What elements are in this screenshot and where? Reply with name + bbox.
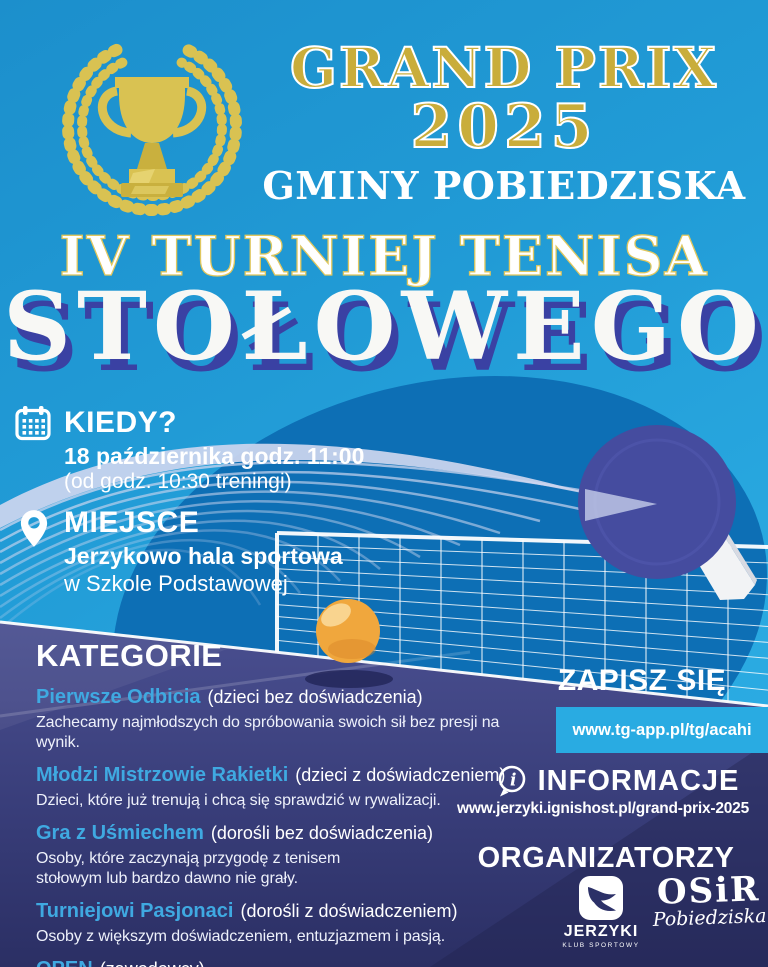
category-description: Osoby z większym doświadczeniem, entuzja… <box>36 928 446 945</box>
motion-trail <box>0 443 648 630</box>
miejsce-line1: Jerzykowo hala sportowa <box>64 543 343 569</box>
informacje-url[interactable]: www.jerzyki.ignishost.pl/grand-prix-2025 <box>456 800 750 817</box>
paddle <box>578 425 757 600</box>
category-name: Pierwsze Odbicia <box>36 686 201 708</box>
category-qualifier: (dorośli bez doświadczenia) <box>210 823 433 843</box>
category-qualifier: (dzieci z doświadczeniem) <box>295 765 506 785</box>
category-name: Gra z Uśmiechem <box>36 822 204 844</box>
miejsce-line2: w Szkole Podstawowej <box>64 571 288 596</box>
tournament-title-line1: IV TURNIEJ TENISA <box>59 223 709 288</box>
svg-text:i: i <box>510 771 516 791</box>
category-item: OPEN(zawodowcy) Zawodnicy grający w liga… <box>36 958 541 967</box>
header-titles: GRAND PRIX 2025 GMINY POBIEDZISKA <box>240 35 768 208</box>
trophy-icon <box>62 43 242 217</box>
category-description: Osoby, które zaczynają przygodę z tenise… <box>36 850 341 887</box>
category-description: Dzieci, które już trenują i chcą się spr… <box>36 792 441 809</box>
kiedy-note: (od godz. 10:30 treningi) <box>64 470 292 493</box>
osir-subtitle: Pobiedziska <box>652 905 767 931</box>
zapisz-heading: ZAPISZ SIĘ <box>557 664 727 697</box>
categories-section: KATEGORIE Pierwsze Odbicia (dzieci bez do… <box>36 638 541 967</box>
trophy-cup <box>97 77 207 197</box>
organizatorzy-heading: ORGANIZATORZY <box>477 842 735 874</box>
kategorie-heading: KATEGORIE <box>36 638 223 673</box>
miejsce-heading: MIEJSCE <box>64 506 200 539</box>
kiedy-date: 18 października godz. 11:00 <box>64 443 365 469</box>
calendar-icon <box>15 406 51 441</box>
bird-icon <box>579 876 623 920</box>
category-name: OPEN <box>36 958 93 967</box>
grand-prix-title: GRAND PRIX <box>289 35 718 100</box>
year-title: 2025 <box>410 92 598 162</box>
category-qualifier: (dorośli z doświadczeniem) <box>240 901 458 921</box>
jerzyki-name: JERZYKI <box>563 923 639 940</box>
osir-logo: OSiR Pobiedziska <box>649 869 768 931</box>
signup-button[interactable]: www.tg-app.pl/tg/acahi <box>556 707 768 753</box>
osir-name: OSiR <box>656 869 761 913</box>
category-qualifier: (dzieci bez doświadczenia) <box>207 687 423 707</box>
tournament-title-line2: STOŁOWEGO <box>3 272 765 382</box>
category-description: Zachecamy najmłodszych do spróbowania sw… <box>36 714 500 751</box>
category-item: Młodzi Mistrzowie Rakietki (dzieci z dośw… <box>36 764 541 811</box>
category-name: Młodzi Mistrzowie Rakietki <box>36 764 289 786</box>
category-item: Gra z Uśmiechem (dorośli bez doświadczeni… <box>36 822 541 889</box>
category-qualifier: (zawodowcy) <box>100 959 205 967</box>
informacje-header: i INFORMACJE <box>466 764 768 798</box>
category-name: Turniejowi Pasjonaci <box>36 900 234 922</box>
informacje-heading: INFORMACJE <box>537 764 740 797</box>
jerzyki-logo: JERZYKI KLUB SPORTOWY <box>556 876 646 949</box>
location-pin-icon <box>20 510 48 547</box>
ping-pong-ball <box>305 599 393 688</box>
category-item: Turniejowi Pasjonaci (dorośli z doświadcz… <box>36 900 541 947</box>
info-icon: i <box>498 765 525 797</box>
category-item: Pierwsze Odbicia (dzieci bez doświadczeni… <box>36 686 541 753</box>
jerzyki-subtitle: KLUB SPORTOWY <box>562 942 640 949</box>
gmina-title: GMINY POBIEDZISKA <box>262 163 746 208</box>
signup-url-label: www.tg-app.pl/tg/acahi <box>572 720 752 739</box>
kiedy-heading: KIEDY? <box>64 406 178 439</box>
